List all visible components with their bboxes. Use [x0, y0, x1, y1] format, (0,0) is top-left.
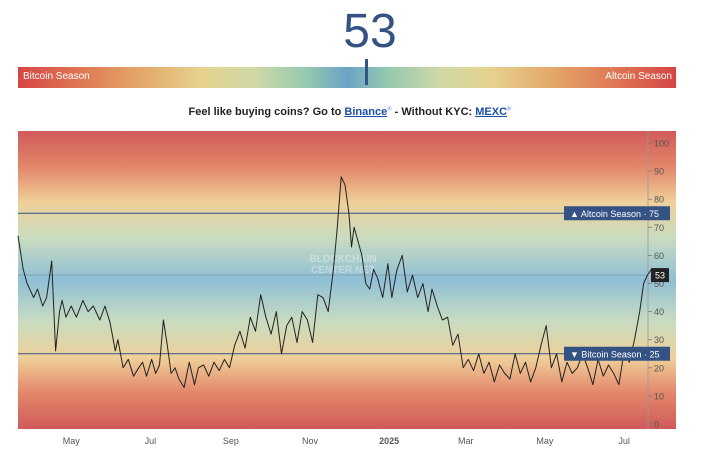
promo-text: Feel like buying coins? Go to Binance® -… [0, 106, 700, 118]
season-gradient-bar: Bitcoin Season Altcoin Season [18, 67, 676, 88]
y-tick-label: 50 [654, 279, 664, 289]
promo-prefix: Feel like buying coins? Go to [188, 106, 345, 118]
altcoin-index-value: 53 [343, 5, 397, 58]
x-tick-label: Jul [145, 436, 157, 446]
bitcoin-season-label: Bitcoin Season [23, 71, 90, 82]
y-tick-label: 60 [654, 251, 664, 261]
y-tick-label: 100 [654, 139, 669, 149]
x-tick-label: Mar [458, 436, 474, 446]
mexc-reg-mark: ® [507, 106, 512, 113]
threshold-label-box [564, 206, 670, 221]
x-tick-label: Sep [223, 436, 239, 446]
altcoin-season-label: Altcoin Season [605, 71, 672, 82]
x-axis-ticks: May Jul Sep Nov 2025 Mar May Jul [63, 436, 630, 446]
threshold-label-text: ▲ Altcoin Season · 75 [570, 209, 659, 219]
x-tick-label: May [63, 436, 81, 446]
binance-link[interactable]: Binance [344, 106, 388, 118]
x-tick-label: May [536, 436, 554, 446]
current-value-label: 53 [655, 271, 665, 281]
mexc-link[interactable]: MEXC [475, 106, 508, 118]
y-tick-label: 80 [654, 195, 664, 205]
altcoin-index-series-line [17, 176, 652, 388]
x-tick-label: Jul [618, 436, 630, 446]
chart-gridlines [647, 131, 652, 429]
x-tick-label: 2025 [379, 436, 399, 446]
chart-background [18, 131, 676, 429]
watermark: BLOCKCHAIN CENTER.NET [309, 254, 376, 276]
y-tick-label: 90 [654, 167, 664, 177]
binance-reg-mark: ® [387, 106, 392, 113]
x-tick-label: Nov [302, 436, 319, 446]
watermark-line-1: BLOCKCHAIN [309, 254, 376, 265]
y-tick-label: 30 [654, 335, 664, 345]
y-axis-ticks: 0 10 20 30 40 50 60 70 80 90 100 [654, 139, 669, 430]
y-tick-label: 0 [654, 420, 659, 430]
threshold-label-text: ▼ Bitcoin Season · 25 [570, 349, 659, 359]
threshold-label-box [564, 346, 670, 361]
y-tick-label: 40 [654, 307, 664, 317]
y-tick-label: 10 [654, 391, 664, 401]
promo-middle: - Without KYC: [391, 106, 476, 118]
y-tick-label: 70 [654, 223, 664, 233]
current-value-box [651, 268, 669, 283]
season-bar-marker [365, 59, 369, 85]
y-tick-label: 20 [654, 363, 664, 373]
watermark-line-2: CENTER.NET [311, 265, 375, 276]
threshold-labels: ▲ Altcoin Season · 75 ▼ Bitcoin Season · … [564, 206, 670, 361]
